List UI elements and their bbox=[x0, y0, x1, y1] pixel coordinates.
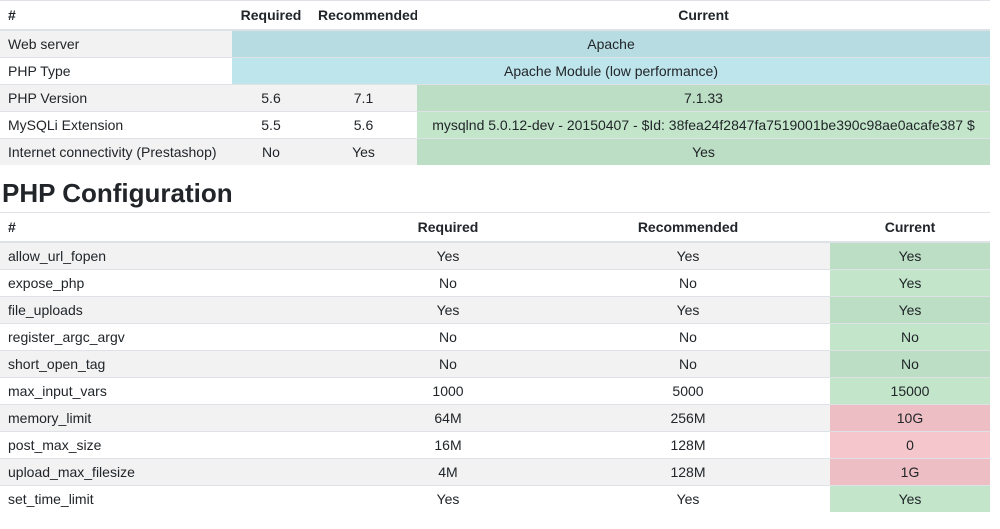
setting-label: set_time_limit bbox=[0, 485, 350, 512]
column-header-required: Required bbox=[232, 0, 310, 31]
setting-label: expose_php bbox=[0, 269, 350, 297]
recommended-value: 256M bbox=[546, 404, 830, 432]
column-header-required: Required bbox=[350, 212, 546, 243]
required-value: 5.5 bbox=[232, 111, 310, 139]
requirement-label: Web server bbox=[0, 29, 232, 58]
recommended-value: 128M bbox=[546, 431, 830, 459]
recommended-value: No bbox=[546, 269, 830, 297]
setting-label: short_open_tag bbox=[0, 350, 350, 378]
current-value: Yes bbox=[417, 138, 990, 165]
table-row: file_uploads Yes Yes Yes bbox=[0, 296, 990, 324]
current-value: Yes bbox=[830, 269, 990, 297]
setting-label: post_max_size bbox=[0, 431, 350, 459]
table-row: max_input_vars 1000 5000 15000 bbox=[0, 377, 990, 405]
table-row: Web server Apache bbox=[0, 29, 990, 58]
recommended-value: Yes bbox=[546, 241, 830, 270]
table-row: memory_limit 64M 256M 10G bbox=[0, 404, 990, 432]
recommended-value: No bbox=[546, 350, 830, 378]
requirement-label: MySQLi Extension bbox=[0, 111, 232, 139]
php-configuration-table-header: # Required Recommended Current bbox=[0, 212, 990, 243]
page-title: PHP Configuration bbox=[2, 178, 233, 208]
current-value: No bbox=[830, 323, 990, 351]
recommended-value: 128M bbox=[546, 458, 830, 486]
recommended-value: 7.1 bbox=[310, 84, 417, 112]
column-header-hash: # bbox=[0, 212, 350, 243]
column-header-hash: # bbox=[0, 0, 232, 31]
requirements-table-header: # Required Recommended Current bbox=[0, 0, 990, 31]
current-value: 1G bbox=[830, 458, 990, 486]
recommended-value: No bbox=[546, 323, 830, 351]
column-header-recommended: Recommended bbox=[546, 212, 830, 243]
requirement-label: PHP Type bbox=[0, 57, 232, 85]
setting-label: memory_limit bbox=[0, 404, 350, 432]
current-value: 0 bbox=[830, 431, 990, 459]
required-value: No bbox=[232, 138, 310, 165]
setting-label: allow_url_fopen bbox=[0, 241, 350, 270]
requirement-label: PHP Version bbox=[0, 84, 232, 112]
setting-label: max_input_vars bbox=[0, 377, 350, 405]
header-row: # Required Recommended Current bbox=[0, 0, 990, 31]
current-value: mysqlnd 5.0.12-dev - 20150407 - $Id: 38f… bbox=[417, 111, 990, 139]
required-value: 16M bbox=[350, 431, 546, 459]
current-value: Apache bbox=[232, 29, 990, 58]
requirement-label: Internet connectivity (Prestashop) bbox=[0, 138, 232, 165]
current-value: Yes bbox=[830, 241, 990, 270]
recommended-value: 5000 bbox=[546, 377, 830, 405]
setting-label: upload_max_filesize bbox=[0, 458, 350, 486]
table-row: post_max_size 16M 128M 0 bbox=[0, 431, 990, 459]
current-value: Yes bbox=[830, 296, 990, 324]
current-value: 15000 bbox=[830, 377, 990, 405]
table-row: register_argc_argv No No No bbox=[0, 323, 990, 351]
required-value: 4M bbox=[350, 458, 546, 486]
required-value: Yes bbox=[350, 485, 546, 512]
table-row: allow_url_fopen Yes Yes Yes bbox=[0, 241, 990, 270]
current-value: No bbox=[830, 350, 990, 378]
table-row: Internet connectivity (Prestashop) No Ye… bbox=[0, 138, 990, 165]
current-value: 7.1.33 bbox=[417, 84, 990, 112]
php-configuration-table: # Required Recommended Current allow_url… bbox=[0, 212, 990, 512]
requirements-table: # Required Recommended Current Web serve… bbox=[0, 0, 990, 165]
table-row: upload_max_filesize 4M 128M 1G bbox=[0, 458, 990, 486]
required-value: Yes bbox=[350, 296, 546, 324]
required-value: No bbox=[350, 323, 546, 351]
current-value: Yes bbox=[830, 485, 990, 512]
column-header-current: Current bbox=[830, 212, 990, 243]
setting-label: register_argc_argv bbox=[0, 323, 350, 351]
table-row: set_time_limit Yes Yes Yes bbox=[0, 485, 990, 512]
recommended-value: Yes bbox=[310, 138, 417, 165]
table-row: short_open_tag No No No bbox=[0, 350, 990, 378]
column-header-recommended: Recommended bbox=[310, 0, 417, 31]
required-value: No bbox=[350, 269, 546, 297]
table-row: PHP Type Apache Module (low performance) bbox=[0, 57, 990, 85]
table-row: MySQLi Extension 5.5 5.6 mysqlnd 5.0.12-… bbox=[0, 111, 990, 139]
required-value: 64M bbox=[350, 404, 546, 432]
recommended-value: Yes bbox=[546, 296, 830, 324]
system-requirements-page: # Required Recommended Current Web serve… bbox=[0, 0, 990, 512]
required-value: No bbox=[350, 350, 546, 378]
header-row: # Required Recommended Current bbox=[0, 212, 990, 243]
required-value: 5.6 bbox=[232, 84, 310, 112]
recommended-value: 5.6 bbox=[310, 111, 417, 139]
setting-label: file_uploads bbox=[0, 296, 350, 324]
current-value: 10G bbox=[830, 404, 990, 432]
recommended-value: Yes bbox=[546, 485, 830, 512]
current-value: Apache Module (low performance) bbox=[232, 57, 990, 85]
column-header-current: Current bbox=[417, 0, 990, 31]
required-value: 1000 bbox=[350, 377, 546, 405]
required-value: Yes bbox=[350, 241, 546, 270]
table-row: PHP Version 5.6 7.1 7.1.33 bbox=[0, 84, 990, 112]
table-row: expose_php No No Yes bbox=[0, 269, 990, 297]
